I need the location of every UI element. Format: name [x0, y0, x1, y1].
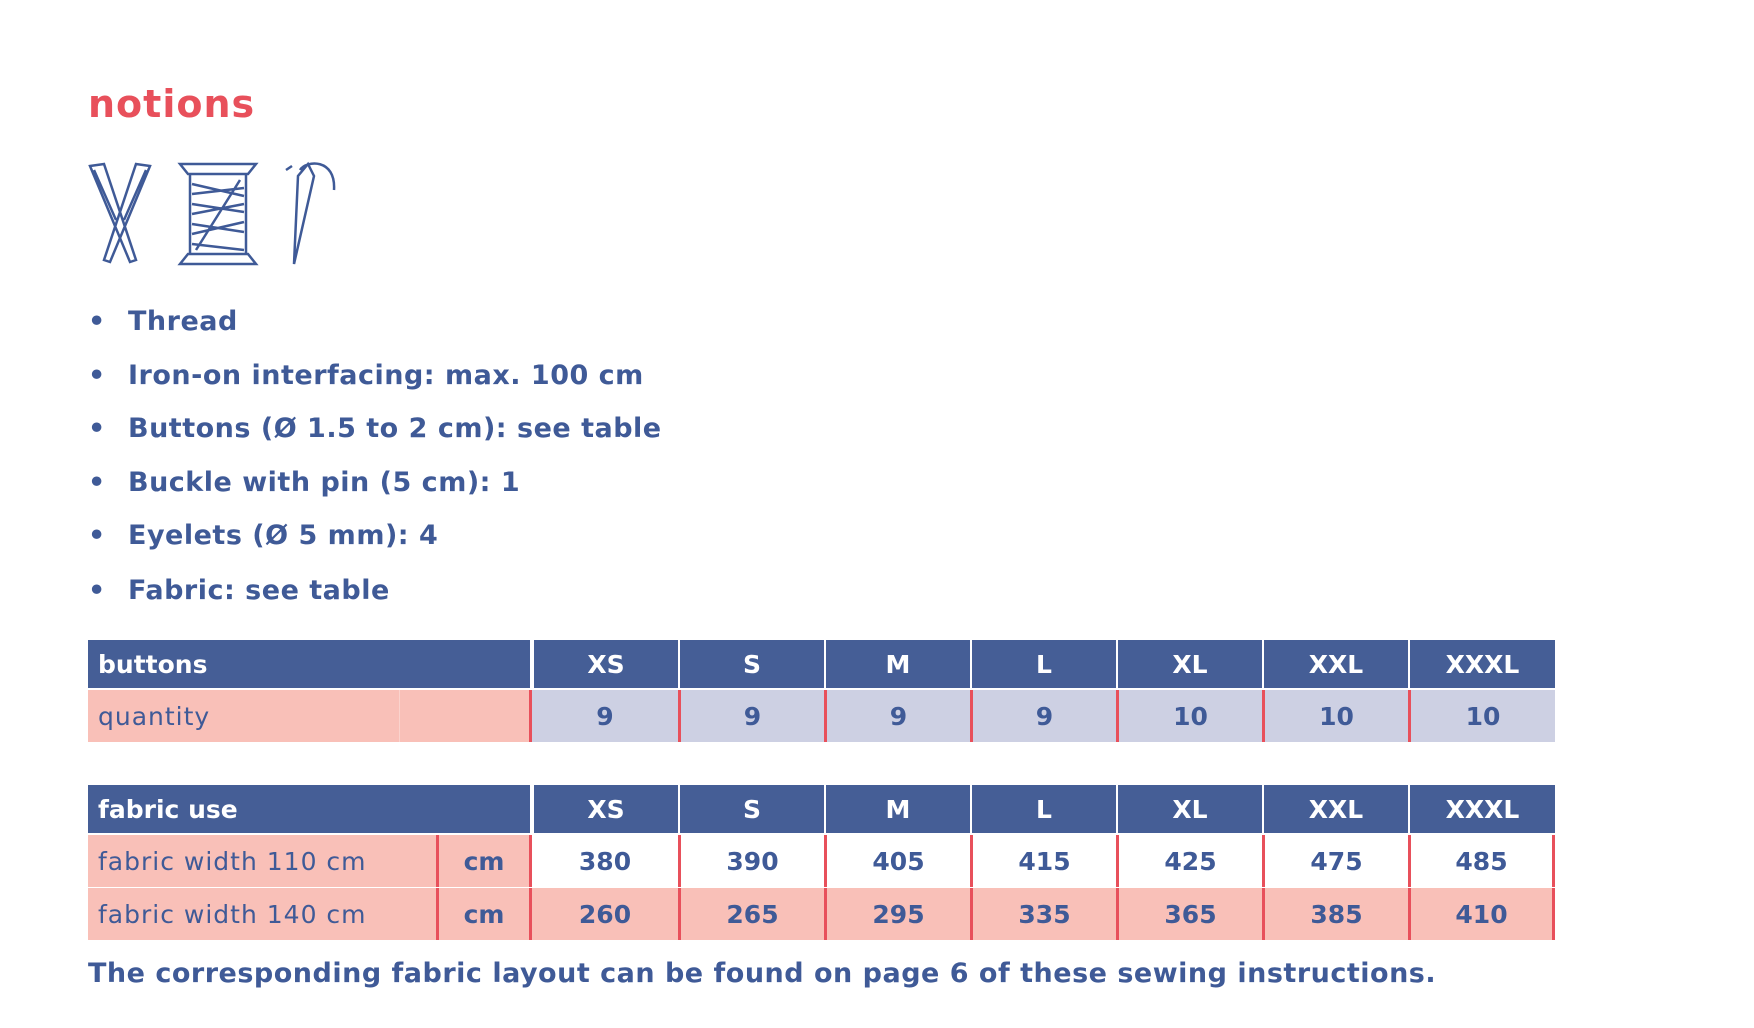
size-header: XS	[534, 640, 678, 688]
bullet-text: Fabric: see table	[128, 575, 390, 606]
bullet-dot: •	[88, 306, 106, 337]
size-header: XXXL	[1410, 785, 1555, 833]
bullet-item: • Buckle with pin (5 cm): 1	[88, 467, 888, 501]
bullet-dot: •	[88, 575, 106, 606]
bullet-dot: •	[88, 360, 106, 391]
footer-note: The corresponding fabric layout can be f…	[88, 958, 1437, 989]
size-header: XL	[1118, 640, 1262, 688]
size-header: XS	[534, 785, 678, 833]
value-cell: 425	[1116, 835, 1262, 887]
value-cell: 385	[1262, 888, 1408, 940]
value-cell: 10	[1408, 690, 1555, 742]
size-header: S	[680, 640, 824, 688]
value-cell: 265	[678, 888, 824, 940]
row-label: fabric width 110 cm	[88, 835, 532, 887]
size-header: M	[826, 640, 970, 688]
value-cell: 10	[1262, 690, 1408, 742]
size-header: L	[972, 640, 1116, 688]
value-cell: 380	[532, 835, 678, 887]
row-label: quantity	[88, 690, 532, 742]
value-cell: 365	[1116, 888, 1262, 940]
size-header: XXXL	[1410, 640, 1555, 688]
table-header: buttons	[88, 640, 530, 688]
size-header: L	[972, 785, 1116, 833]
value-cell: 475	[1262, 835, 1408, 887]
bullet-text: Buttons (Ø 1.5 to 2 cm): see table	[128, 413, 662, 444]
bullet-text: Iron-on interfacing: max. 100 cm	[128, 360, 644, 391]
value-cell: 9	[678, 690, 824, 742]
bullet-item: • Fabric: see table	[88, 575, 888, 609]
value-cell: 295	[824, 888, 970, 940]
bullet-text: Thread	[128, 306, 238, 337]
row-label: fabric width 140 cm	[88, 888, 532, 940]
bullet-dot: •	[88, 520, 106, 551]
value-cell: 9	[970, 690, 1116, 742]
value-cell: 415	[970, 835, 1116, 887]
icons	[88, 161, 336, 266]
value-cell: 9	[532, 690, 678, 742]
table-header: fabric use	[88, 785, 530, 833]
value-cell: 405	[824, 835, 970, 887]
bullet-text: Eyelets (Ø 5 mm): 4	[128, 520, 439, 551]
size-header: XXL	[1264, 640, 1408, 688]
size-header: XXL	[1264, 785, 1408, 833]
unit-cell: cm	[436, 888, 529, 940]
title: notions	[88, 82, 256, 126]
size-header: M	[826, 785, 970, 833]
bullet-item: • Thread	[88, 306, 888, 340]
value-cell: 335	[970, 888, 1116, 940]
bullet-dot: •	[88, 467, 106, 498]
value-cell: 390	[678, 835, 824, 887]
value-cell: 9	[824, 690, 970, 742]
value-cell: 410	[1408, 888, 1555, 940]
size-header: S	[680, 785, 824, 833]
value-cell: 485	[1408, 835, 1555, 887]
value-cell: 260	[532, 888, 678, 940]
bullet-dot: •	[88, 413, 106, 444]
unit-cell: cm	[436, 835, 529, 887]
size-header: XL	[1118, 785, 1262, 833]
bullet-item: • Buttons (Ø 1.5 to 2 cm): see table	[88, 413, 888, 447]
value-cell: 10	[1116, 690, 1262, 742]
divider	[399, 690, 400, 742]
bullet-text: Buckle with pin (5 cm): 1	[128, 467, 521, 498]
bullet-item: • Iron-on interfacing: max. 100 cm	[88, 360, 888, 394]
bullet-item: • Eyelets (Ø 5 mm): 4	[88, 520, 888, 554]
